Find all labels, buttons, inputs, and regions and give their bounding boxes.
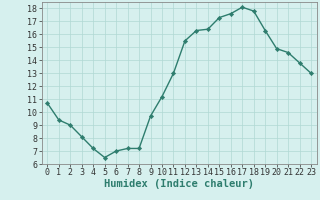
X-axis label: Humidex (Indice chaleur): Humidex (Indice chaleur) xyxy=(104,179,254,189)
